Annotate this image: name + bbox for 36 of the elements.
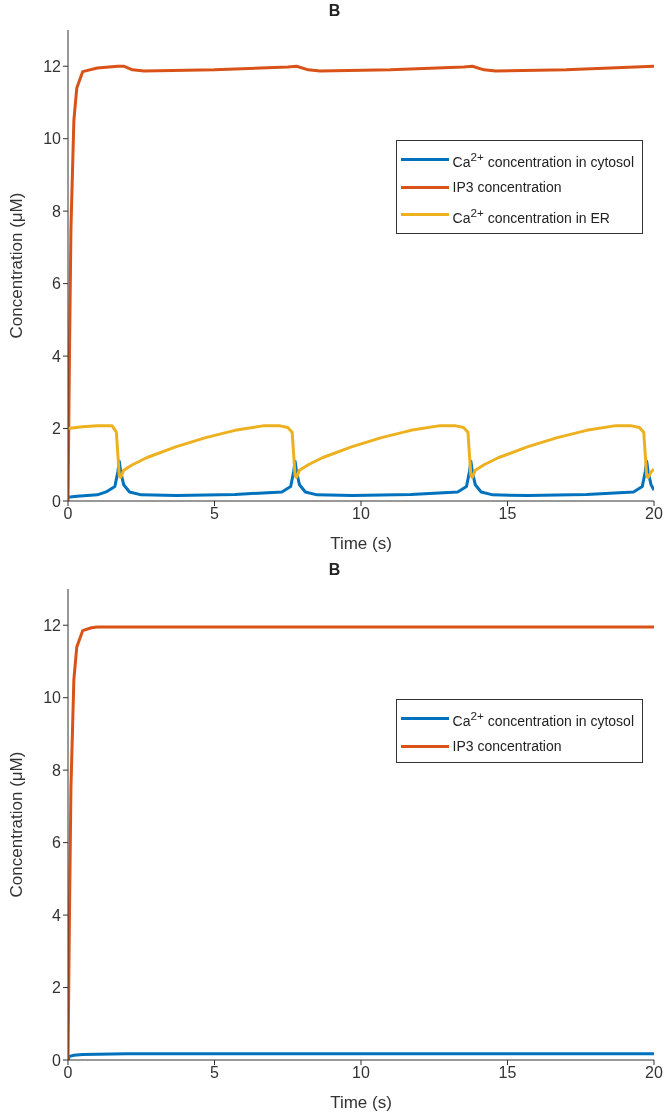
legend-label: IP3 concentration bbox=[452, 736, 562, 756]
x-tick-label: 0 bbox=[63, 505, 73, 523]
y-tick-label: 12 bbox=[43, 57, 62, 75]
x-tick-label: 15 bbox=[498, 1064, 517, 1082]
x-tick-label: 5 bbox=[210, 505, 220, 523]
x-tick-label: 10 bbox=[352, 505, 370, 523]
chart-title: B bbox=[327, 560, 342, 580]
y-tick-label: 6 bbox=[52, 834, 62, 852]
x-tick-label: 20 bbox=[645, 505, 663, 523]
y-tick-label: 10 bbox=[43, 130, 62, 148]
y-tick-label: 8 bbox=[52, 202, 62, 220]
x-tick-label: 10 bbox=[352, 1064, 370, 1082]
y-tick-label: 6 bbox=[52, 275, 62, 293]
y-tick-label: 4 bbox=[52, 906, 62, 924]
y-tick-label: 8 bbox=[52, 761, 62, 779]
x-axis-title: Time (s) bbox=[330, 534, 392, 553]
chart-title: B bbox=[327, 1, 342, 21]
y-tick-label: 10 bbox=[43, 689, 62, 707]
x-tick-label: 5 bbox=[210, 1064, 220, 1082]
line-series bbox=[68, 424, 654, 479]
y-axis-title: Concentration (μM) bbox=[7, 751, 27, 898]
legend-label: Ca$^{2+}$ concentration in cytosol bbox=[452, 708, 634, 731]
x-tick-label: 0 bbox=[63, 1064, 73, 1082]
y-axis-title: Concentration (μM) bbox=[7, 192, 27, 339]
x-tick-label: 15 bbox=[498, 505, 517, 523]
legend-label: Ca$^{2+}$ concentration in cytosol bbox=[452, 149, 634, 172]
y-tick-label: 0 bbox=[52, 492, 62, 510]
y-tick-label: 2 bbox=[52, 979, 62, 997]
legend-label: IP3 concentration bbox=[452, 177, 562, 197]
x-tick-label: 20 bbox=[645, 1064, 663, 1082]
y-tick-label: 0 bbox=[52, 1051, 62, 1069]
y-tick-label: 4 bbox=[52, 347, 62, 365]
y-tick-label: 2 bbox=[52, 420, 62, 438]
x-axis-title: Time (s) bbox=[330, 1093, 392, 1112]
y-tick-label: 12 bbox=[43, 616, 62, 634]
legend-label: Ca$^{2+}$ concentration in ER bbox=[452, 204, 610, 228]
